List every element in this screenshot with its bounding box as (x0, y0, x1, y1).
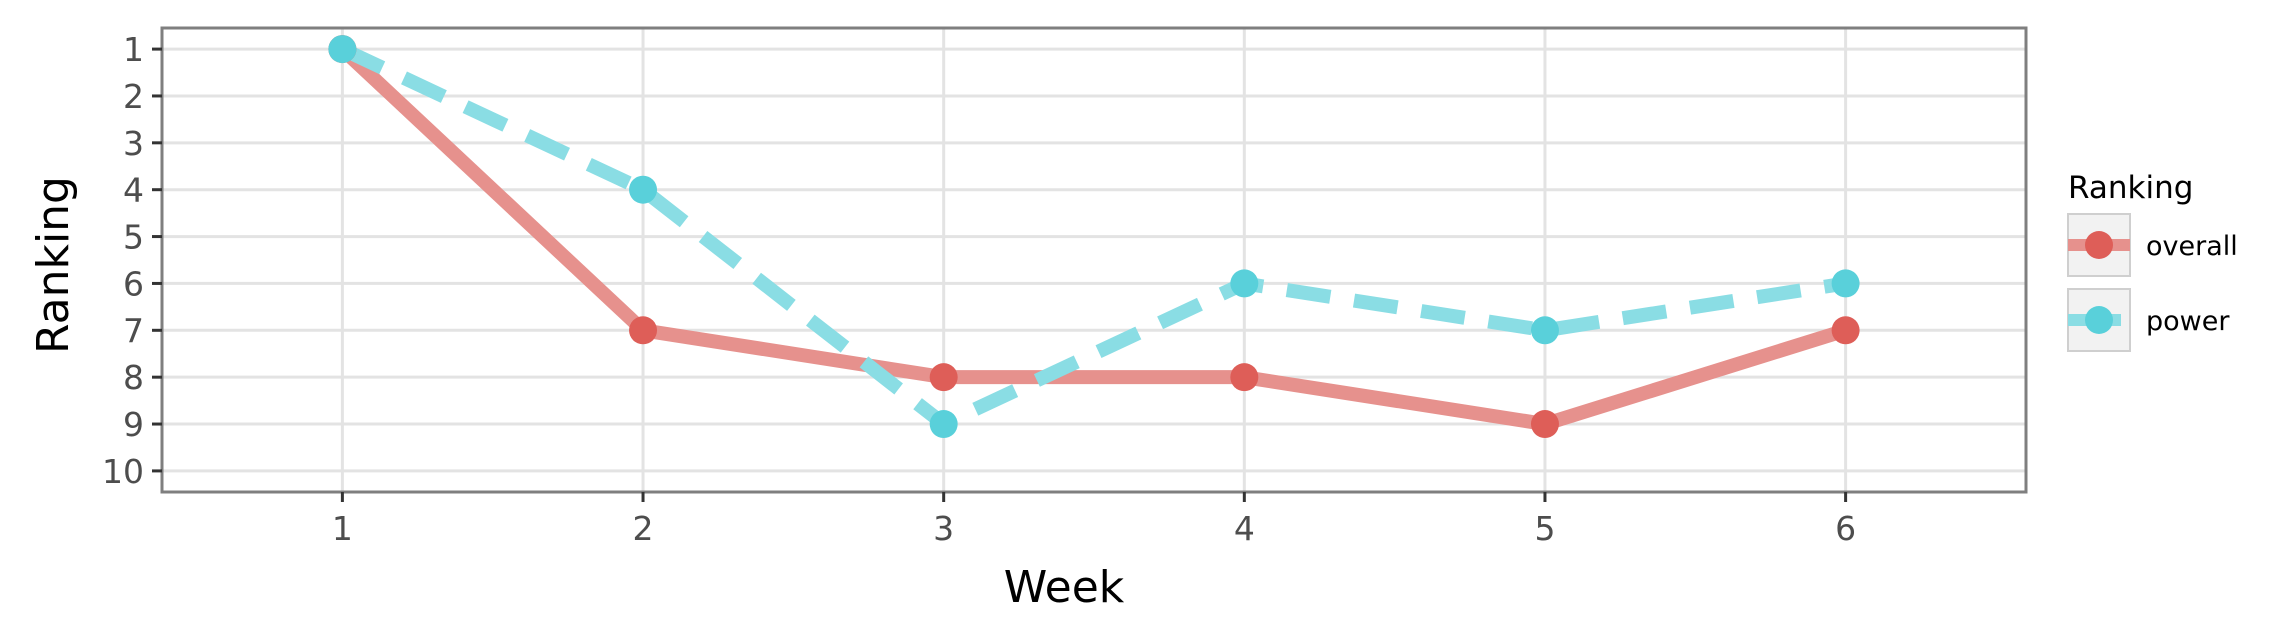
series-line-power (339, 42, 1847, 432)
legend: Ranking overall power (2067, 170, 2238, 352)
legend-item-overall: overall (2067, 213, 2238, 277)
data-point-power (328, 35, 357, 64)
legend-label: overall (2146, 231, 2238, 262)
y-tick-label: 7 (123, 311, 144, 350)
x-tick-label: 3 (933, 509, 954, 548)
legend-key-point (2085, 231, 2113, 259)
x-tick-label: 6 (1835, 509, 1856, 548)
y-tick-label: 6 (123, 264, 144, 303)
x-tick-label: 1 (332, 509, 353, 548)
legend-key-point (2085, 306, 2113, 334)
x-tick-label: 2 (633, 509, 654, 548)
y-tick-label: 3 (123, 124, 144, 163)
y-tick-label: 10 (102, 452, 144, 491)
axis-ticks: 1 2 3 4 5 6 1 2 3 4 5 6 7 8 9 10 (102, 30, 1856, 548)
x-axis-title: Week (1004, 562, 1125, 613)
data-point-power (1530, 316, 1559, 345)
y-tick-label: 1 (123, 30, 144, 69)
legend-items: overall power (2067, 213, 2238, 352)
data-point-power (629, 175, 658, 204)
data-point-overall (929, 363, 958, 392)
plot-frame (160, 26, 2028, 494)
y-tick-label: 8 (123, 358, 144, 397)
series-layer (328, 35, 1860, 439)
data-point-power (929, 410, 958, 439)
data-point-overall (1530, 410, 1559, 439)
x-tick-label: 4 (1234, 509, 1255, 548)
x-tick-label: 5 (1534, 509, 1555, 548)
legend-item-power: power (2067, 288, 2230, 352)
data-point-overall (629, 316, 658, 345)
legend-title: Ranking (2068, 170, 2193, 206)
data-point-power (1230, 269, 1259, 298)
y-tick-label: 9 (123, 405, 144, 444)
legend-label: power (2146, 306, 2230, 337)
data-point-power (1831, 269, 1860, 298)
data-point-overall (1831, 316, 1860, 345)
y-axis-title: Ranking (28, 176, 79, 354)
data-point-overall (1230, 363, 1259, 392)
y-tick-label: 4 (123, 171, 144, 210)
series-line-overall (337, 43, 1848, 432)
y-tick-label: 5 (123, 218, 144, 257)
y-tick-label: 2 (123, 77, 144, 116)
